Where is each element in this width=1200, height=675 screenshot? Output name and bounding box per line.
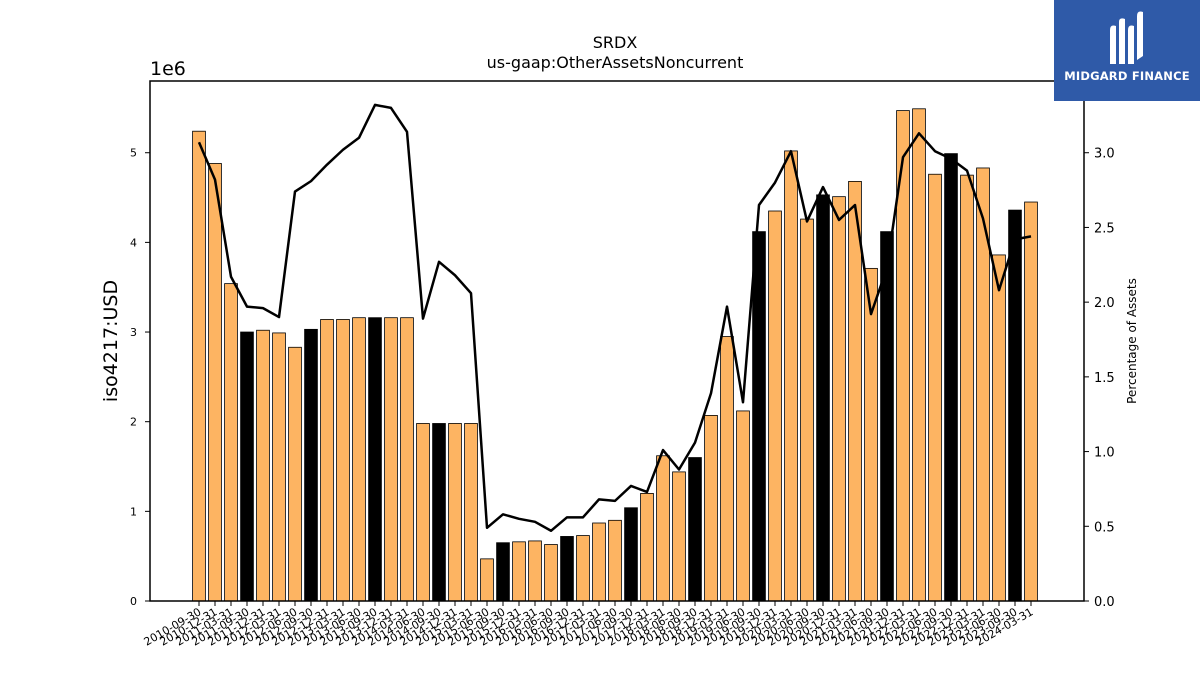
bar-2016-03-31 xyxy=(528,540,542,602)
chart-title: SRDX xyxy=(593,33,638,52)
bar-2018-12-31 xyxy=(704,415,718,602)
bar-2021-06-30 xyxy=(864,267,878,602)
bar-2015-09-30 xyxy=(496,542,510,602)
bar-2015-06-30 xyxy=(480,558,494,602)
bar-2012-03-31 xyxy=(272,332,286,602)
bar-2013-12-31 xyxy=(384,317,398,602)
midgard-logo-icon xyxy=(1110,11,1143,64)
y-right-tick-label: 0.5 xyxy=(1094,520,1115,535)
bar-2019-03-31 xyxy=(720,336,734,602)
bar-2022-09-30 xyxy=(944,153,958,602)
bar-2017-12-31 xyxy=(640,493,654,602)
bar-2023-09-30 xyxy=(1008,209,1022,602)
bar-2020-06-30 xyxy=(800,218,814,602)
bar-2022-03-31 xyxy=(912,108,926,602)
bar-2020-12-31 xyxy=(832,196,846,602)
bar-2017-09-30 xyxy=(624,507,638,602)
y-axis-label: iso4217:USD xyxy=(100,280,122,402)
y-axis-right-label: Percentage of Assets xyxy=(1125,278,1139,404)
y-tick-label: 2 xyxy=(130,416,137,429)
bar-2021-03-31 xyxy=(848,181,862,602)
bar-2021-09-30 xyxy=(880,231,894,602)
bar-2016-06-30 xyxy=(544,544,558,602)
bar-2011-03-31 xyxy=(224,283,238,602)
bar-2018-06-30 xyxy=(672,471,686,602)
bar-2014-06-30 xyxy=(416,423,430,602)
bar-2022-12-31 xyxy=(960,174,974,602)
bar-2019-12-31 xyxy=(768,210,782,602)
brand-logo: MIDGARD FINANCE xyxy=(1054,0,1200,101)
y-right-tick-label: 1.5 xyxy=(1094,371,1115,386)
bar-2012-06-30 xyxy=(288,346,302,602)
bar-2019-06-30 xyxy=(736,410,750,602)
bar-2019-09-30 xyxy=(752,231,766,602)
bar-2018-09-30 xyxy=(688,457,702,602)
y-right-tick-label: 2.0 xyxy=(1094,296,1115,311)
bar-2017-06-30 xyxy=(608,519,622,602)
percentage-line xyxy=(197,103,1032,533)
y-right-tick-label: 0.0 xyxy=(1094,595,1115,610)
bar-2017-03-31 xyxy=(592,522,606,602)
bar-2010-12-31 xyxy=(208,163,222,602)
bar-2013-03-31 xyxy=(336,319,350,602)
plot-frame xyxy=(149,80,1085,602)
line-series xyxy=(197,103,1032,533)
y-right-tick-label: 1.0 xyxy=(1094,446,1115,461)
bar-2013-09-30 xyxy=(368,317,382,602)
bar-2020-03-31 xyxy=(784,150,798,602)
y-tick-label: 4 xyxy=(130,236,137,249)
y-tick-label: 1 xyxy=(130,505,137,518)
bar-2014-03-31 xyxy=(400,317,414,602)
bar-2012-09-30 xyxy=(304,328,318,602)
bar-2020-09-30 xyxy=(816,194,830,602)
bar-2016-12-31 xyxy=(576,535,590,602)
y-tick-label: 0 xyxy=(130,595,137,608)
bar-2010-09-30 xyxy=(192,130,206,602)
bar-2011-09-30 xyxy=(240,331,254,602)
bar-2016-09-30 xyxy=(560,536,574,602)
chart-subtitle: us-gaap:OtherAssetsNoncurrent xyxy=(487,53,744,72)
bar-2022-06-30 xyxy=(928,173,942,602)
y-axis-ticks: 0 1 2 3 4 5 xyxy=(130,147,150,608)
y-right-tick-label: 2.5 xyxy=(1094,221,1115,236)
bar-2018-03-31 xyxy=(656,455,670,602)
y-axis-right-ticks: 0.0 0.5 1.0 1.5 2.0 2.5 3.0 xyxy=(1084,147,1115,610)
bar-2014-09-30 xyxy=(432,423,446,602)
y-tick-label: 5 xyxy=(130,147,137,160)
bar-2013-06-30 xyxy=(352,317,366,602)
bar-2015-03-31 xyxy=(464,423,478,602)
bar-2012-12-31 xyxy=(320,319,334,602)
x-axis-ticks: 2010-09-302010-12-312011-03-312011-09-30… xyxy=(142,601,1036,649)
plot-border xyxy=(149,80,1085,602)
bar-2024-03-31 xyxy=(1024,201,1038,602)
y-tick-label: 3 xyxy=(130,326,137,339)
bar-2014-12-31 xyxy=(448,423,462,602)
bar-2023-06-30 xyxy=(992,254,1006,602)
brand-name: MIDGARD FINANCE xyxy=(1064,69,1190,83)
bar-2011-12-31 xyxy=(256,329,270,602)
bar-2015-12-31 xyxy=(512,541,526,602)
y-axis-multiplier: 1e6 xyxy=(150,58,186,80)
y-right-tick-label: 3.0 xyxy=(1094,147,1115,162)
bar-series xyxy=(192,108,1038,602)
